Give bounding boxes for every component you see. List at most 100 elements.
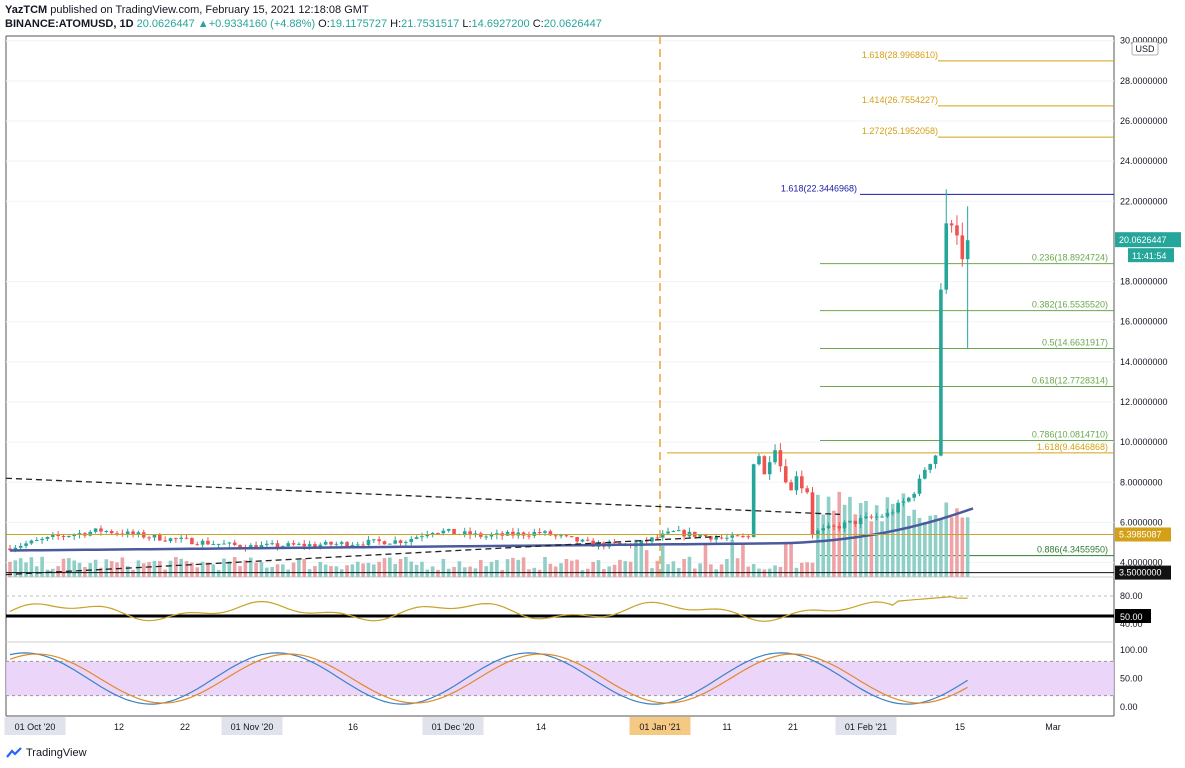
candle-body [773, 450, 777, 463]
candle-body [18, 545, 23, 548]
candle-body [420, 536, 424, 538]
tradingview-brand: TradingView [26, 747, 87, 759]
volume-bar [350, 564, 355, 577]
candle-body [864, 516, 868, 519]
last-price-badge [1115, 232, 1181, 248]
volume-bar [436, 569, 440, 577]
candle-body [479, 533, 483, 537]
volume-bar [414, 564, 419, 577]
volume-bar [527, 569, 531, 577]
support-badge-upper [1115, 527, 1171, 542]
volume-bar [168, 560, 173, 577]
volume-bar [24, 562, 28, 577]
countdown-badge [1128, 248, 1174, 263]
candle-body [703, 535, 708, 537]
time-tick-label: 21 [788, 722, 798, 732]
volume-bar [869, 521, 874, 577]
candle-body [115, 533, 119, 535]
chart-header: YazTCM published on TradingView.com, Feb… [0, 0, 1185, 36]
candle-body [404, 542, 408, 544]
candle-body [430, 532, 435, 535]
candle-body [195, 544, 200, 546]
candle-body [388, 543, 392, 545]
volume-bar [40, 556, 44, 577]
candle-body [832, 525, 836, 527]
currency-label: USD [1135, 44, 1155, 54]
volume-bar [232, 557, 237, 577]
volume-bar [944, 502, 949, 577]
candle-body [414, 537, 419, 539]
fib-level-label: 1.618(9.4646868) [1037, 442, 1108, 452]
time-label-highlight [221, 717, 283, 735]
time-tick-label: 11 [722, 722, 731, 732]
published-text: published on TradingView.com, February 1… [50, 4, 369, 16]
change-arrow-icon: ▲ [197, 18, 209, 30]
volume-bar [885, 497, 890, 577]
volume-bar [543, 556, 547, 577]
price-tick-label: 18.0000000 [1120, 277, 1168, 287]
volume-bar [286, 569, 290, 577]
chart-canvas[interactable]: 1.618(28.9968610) 1.414(26.7554227) 1.272(… [0, 0, 1185, 742]
volume-bar [660, 545, 665, 577]
candle-body [778, 450, 783, 467]
price-tick-label: 4.0000000 [1120, 558, 1163, 568]
candle-body [505, 531, 510, 536]
candle-body [398, 540, 403, 543]
volume-bar [152, 560, 157, 577]
tradingview-logo[interactable]: TradingView [6, 747, 87, 759]
volume-bar [800, 562, 804, 577]
candle-body [612, 541, 617, 543]
volume-bar [83, 567, 87, 577]
volume-bar [730, 539, 735, 577]
grid-layer [5, 35, 1115, 717]
candle-body [206, 540, 210, 545]
price-axis[interactable]: 30.0000000 28.0000000 26.0000000 24.0000000… [1115, 36, 1181, 580]
fib-level-label: 1.618(28.9968610) [862, 50, 938, 60]
candle-body [543, 531, 547, 533]
volume-bar [484, 566, 488, 577]
volume-bar [714, 569, 718, 577]
candle-body [72, 534, 76, 537]
candle-body [923, 469, 927, 479]
volume-bar [13, 560, 18, 577]
candle-body [639, 540, 644, 544]
candle-body [965, 240, 970, 260]
volume-bar [420, 561, 424, 577]
candle-body [286, 543, 290, 547]
candle-body [949, 223, 954, 226]
author-name[interactable]: YazTCM [5, 4, 48, 16]
candle-body [757, 456, 761, 465]
stoch-d-line [9, 653, 968, 704]
rsi-line [9, 596, 968, 622]
candle-body [109, 531, 114, 534]
upper-trendline [6, 477, 841, 516]
volume-bar [115, 562, 119, 577]
candle-body [575, 537, 579, 542]
symbol-label[interactable]: BINANCE:ATOMUSD, 1D [5, 18, 134, 30]
time-tick-label: 01 Oct '20 [15, 722, 56, 732]
volume-bar [425, 569, 430, 577]
candle-body [618, 542, 622, 544]
volume-bar [569, 560, 574, 577]
candle-body [436, 532, 440, 534]
candle-body [216, 543, 221, 545]
volume-bar [313, 566, 317, 577]
volume-bar [634, 539, 638, 577]
price-change: +0.9334160 (+4.88%) [208, 18, 316, 30]
volume-bar [136, 560, 141, 577]
volume-bar [125, 566, 130, 577]
volume-bar [505, 559, 510, 577]
candle-body [462, 531, 467, 535]
fib-level-label: 1.414(26.7554227) [862, 95, 938, 105]
volume-bar [179, 558, 183, 577]
volume-bar [190, 562, 194, 577]
volume-bar [8, 561, 12, 577]
candle-body [51, 535, 55, 537]
candle-body [99, 528, 103, 532]
volume-bar [896, 505, 900, 577]
volume-bar [339, 569, 344, 577]
volume-bar [912, 509, 916, 577]
candle-body [104, 531, 109, 533]
